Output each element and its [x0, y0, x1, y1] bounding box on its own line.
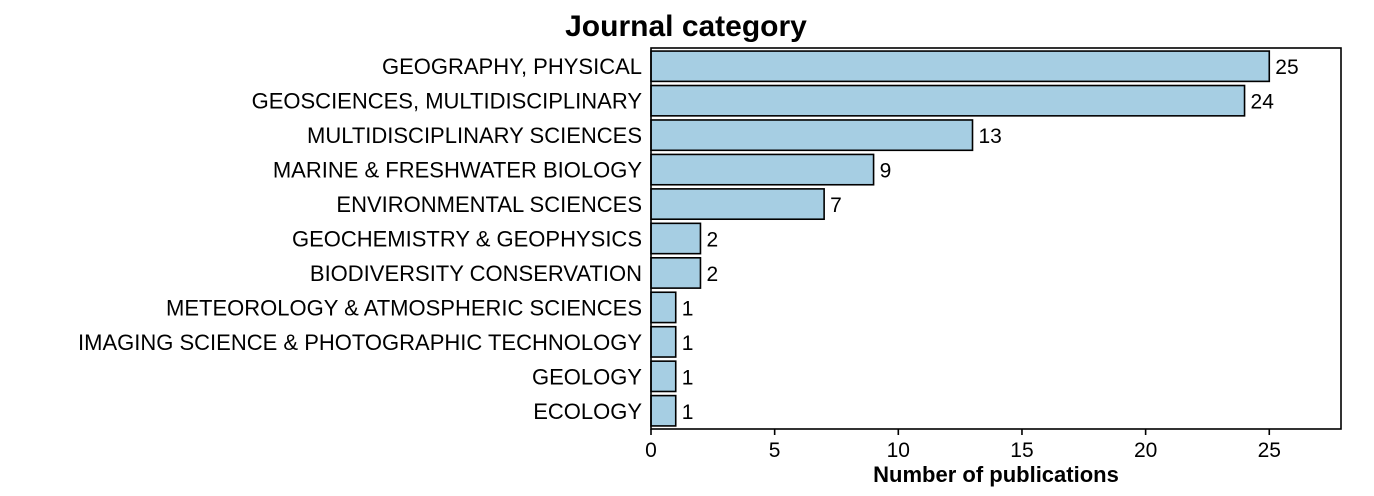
value-label: 24: [1251, 91, 1275, 114]
category-label: MULTIDISCIPLINARY SCIENCES: [307, 123, 642, 148]
value-label: 7: [830, 194, 842, 217]
plot-frame: [650, 47, 1342, 430]
x-tick-label: 15: [1010, 439, 1033, 462]
category-label: GEOSCIENCES, MULTIDISCIPLINARY: [252, 89, 643, 114]
bar: [650, 256, 702, 289]
bar: [650, 188, 825, 221]
bar: [650, 222, 702, 255]
category-label: BIODIVERSITY CONSERVATION: [310, 261, 642, 286]
bar: [650, 394, 677, 427]
value-label: 25: [1275, 56, 1298, 79]
category-label: MARINE & FRESHWATER BIOLOGY: [273, 158, 642, 183]
bar: [650, 84, 1246, 117]
value-label: 1: [682, 332, 694, 355]
category-label: METEOROLOGY & ATMOSPHERIC SCIENCES: [166, 295, 642, 320]
x-tick-label: 5: [769, 439, 781, 462]
category-label: ECOLOGY: [533, 399, 642, 424]
x-tick-label: 25: [1258, 439, 1281, 462]
value-label: 13: [979, 125, 1002, 148]
x-axis-ticks: 0 5 10 15 20 25: [645, 429, 1281, 462]
value-label: 2: [706, 263, 718, 286]
x-tick-label: 20: [1134, 439, 1157, 462]
x-axis-label: Number of publications: [873, 462, 1119, 487]
value-label: 1: [682, 366, 694, 389]
value-label: 9: [880, 160, 892, 183]
bars-group: [650, 50, 1271, 427]
value-label: 2: [706, 229, 718, 252]
chart-title: Journal category: [565, 10, 807, 43]
x-tick-label: 0: [645, 439, 657, 462]
bar: [650, 119, 974, 152]
bar: [650, 291, 677, 324]
category-label: GEOLOGY: [532, 364, 642, 389]
category-labels: GEOGRAPHY, PHYSICAL GEOSCIENCES, MULTIDIS…: [78, 54, 642, 424]
bar: [650, 153, 875, 186]
bar: [650, 325, 677, 358]
value-label: 1: [682, 401, 694, 424]
x-tick-label: 10: [887, 439, 910, 462]
category-label: GEOCHEMISTRY & GEOPHYSICS: [292, 227, 642, 252]
value-label: 1: [682, 297, 694, 320]
category-label: GEOGRAPHY, PHYSICAL: [382, 54, 642, 79]
bar: [650, 50, 1271, 83]
category-label: IMAGING SCIENCE & PHOTOGRAPHIC TECHNOLOG…: [78, 330, 642, 355]
bar: [650, 360, 677, 393]
category-label: ENVIRONMENTAL SCIENCES: [336, 192, 642, 217]
